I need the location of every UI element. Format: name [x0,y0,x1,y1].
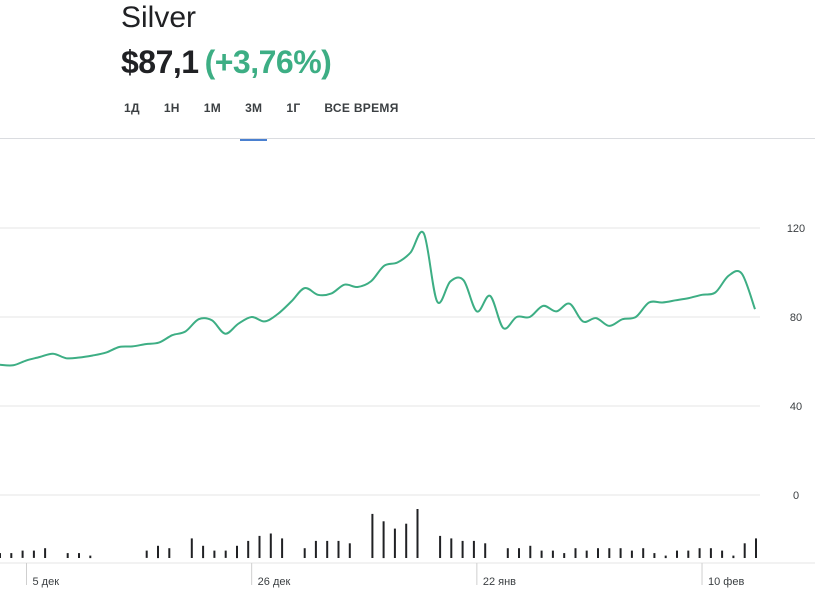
volume-bar [664,555,667,559]
volume-bar [676,550,678,558]
volume-bar [202,545,205,559]
volume-bar [653,553,656,558]
volume-bar [405,523,408,558]
tab-1d[interactable]: 1Д [124,101,140,115]
y-tick-label: 120 [787,223,805,235]
volume-bar [247,540,250,558]
volume-bar [529,545,532,559]
volume-bar [630,550,633,558]
volume-bar [642,548,645,558]
volume-bar [721,550,724,558]
volume-bar [303,548,306,558]
volume-bar [348,543,351,558]
volume-bar [0,553,1,558]
period-tabs: 1Д 1Н 1М 3М 1Г ВСЕ ВРЕМЯ [112,96,411,141]
volume-bar [608,548,611,558]
volume-bar [32,550,35,558]
volume-bar [78,553,80,558]
volume-bar [461,540,464,558]
volume-bar [157,545,159,559]
volume-bar [484,543,487,558]
price-row: $87,1 (+3,76%) [121,42,332,82]
volume-bar [281,538,284,558]
tab-1m[interactable]: 1М [203,101,222,115]
volume-bar [66,553,69,558]
volume-bar [190,538,193,558]
price-chart: 120 80 40 0 5 дек 26 дек 22 янв 10 фев [0,223,815,588]
volume-bar [551,550,554,558]
tab-3m[interactable]: 3М [233,96,274,141]
volume-bar [393,528,396,558]
volume-bar [755,538,757,558]
volume-bar [10,553,13,558]
volume-bar [619,548,622,558]
volume-bar [89,555,92,559]
y-tick-label: 40 [790,401,802,413]
volume-bar [439,535,442,558]
volume-bar [540,550,543,558]
price-line [0,230,756,367]
tab-all-time[interactable]: ВСЕ ВРЕМЯ [324,101,399,115]
x-tick-label: 10 фев [708,576,744,588]
volume-bar [371,513,374,558]
volume-bar [326,540,329,558]
asset-title: Silver [121,1,197,34]
y-tick-label: 80 [790,312,802,324]
volume-bar [258,535,261,558]
volume-bar [224,550,227,558]
volume-bar [145,550,148,558]
volume-bar [585,550,588,558]
x-tick-label: 26 дек [258,576,291,588]
volume-bar [416,509,419,558]
volume-bar [450,538,453,558]
x-tick-label: 5 дек [32,576,59,588]
volume-bar [314,540,317,558]
volume-bar [44,548,47,558]
volume-bar [236,545,238,559]
volume-bar [698,548,701,558]
volume-bar [687,550,690,558]
current-price: $87,1 [121,44,199,80]
volume-bar [269,533,272,558]
tab-1y[interactable]: 1Г [286,101,301,115]
header-divider [0,138,815,139]
volume-bar [563,553,566,558]
volume-bar [337,540,340,558]
volume-bar [743,543,746,558]
x-tick-label: 22 янв [483,576,516,588]
volume-bar [21,550,24,558]
volume-bar [472,540,475,558]
volume-bar [732,555,735,559]
volume-bar [574,548,577,558]
volume-bar [382,521,385,559]
volume-bar [213,550,216,558]
volume-bar [709,548,712,558]
price-change: (+3,76%) [204,44,332,80]
y-tick-label: 0 [793,490,799,502]
volume-bar [597,548,599,558]
tab-1w[interactable]: 1Н [163,101,180,115]
volume-bar [506,548,509,558]
volume-bar [168,548,171,558]
volume-bar [518,548,520,558]
